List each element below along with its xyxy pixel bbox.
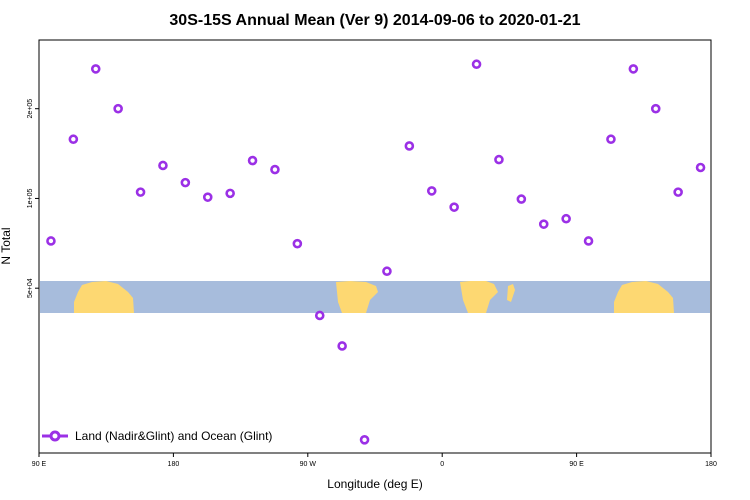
x-tick-label: 180 (168, 461, 180, 468)
data-point (673, 187, 683, 197)
legend-marker (49, 430, 61, 442)
data-point (516, 194, 527, 204)
land-south-america (336, 281, 378, 313)
data-point (292, 238, 303, 249)
data-points (46, 59, 706, 445)
x-tick-label: 90 E (569, 461, 584, 468)
y-tick-label: 1e+05 (27, 189, 34, 209)
data-point (583, 236, 594, 246)
x-tick-label: 0 (440, 461, 444, 468)
map-strip (40, 281, 710, 313)
data-point (538, 219, 549, 229)
data-point (270, 164, 280, 175)
data-point (449, 202, 459, 212)
y-tick-label: 5e+04 (27, 278, 34, 298)
data-point (158, 160, 168, 171)
y-tick-label: 2e+05 (27, 99, 34, 119)
land-australia-left (74, 281, 134, 313)
x-axis: 90 E 180 90 W 0 90 E 180 (32, 453, 717, 468)
data-point (561, 213, 571, 224)
data-point (404, 141, 415, 151)
data-point (382, 266, 392, 277)
data-point (695, 162, 706, 173)
data-point (426, 186, 437, 196)
plot-frame (38, 39, 712, 454)
land-africa (460, 281, 498, 313)
data-point (68, 134, 79, 145)
data-point (46, 236, 56, 246)
data-point (471, 59, 482, 70)
data-point (90, 64, 101, 74)
data-point (359, 435, 370, 445)
data-point (628, 64, 639, 74)
chart-title: 30S-15S Annual Mean (Ver 9) 2014-09-06 t… (169, 12, 580, 29)
x-tick-label: 180 (705, 461, 717, 468)
legend: Land (Nadir&Glint) and Ocean (Glint) (42, 429, 272, 443)
data-point (494, 154, 504, 165)
y-axis-label: N Total (0, 227, 13, 264)
land-australia-right (614, 281, 674, 313)
land-madagascar (507, 284, 515, 302)
x-axis-label: Longitude (deg E) (327, 477, 422, 491)
data-point (180, 177, 191, 188)
data-point (337, 341, 347, 351)
data-point (202, 192, 213, 202)
data-point (113, 103, 123, 114)
y-axis: 5e+04 1e+05 2e+05 (27, 99, 39, 298)
data-point (247, 155, 258, 166)
data-point (650, 103, 661, 114)
data-point (606, 134, 616, 145)
legend-label: Land (Nadir&Glint) and Ocean (Glint) (75, 429, 272, 443)
data-point (135, 187, 146, 197)
data-point (225, 188, 235, 199)
data-point (314, 310, 325, 321)
x-tick-label: 90 W (300, 461, 317, 468)
x-tick-label: 90 E (32, 461, 47, 468)
